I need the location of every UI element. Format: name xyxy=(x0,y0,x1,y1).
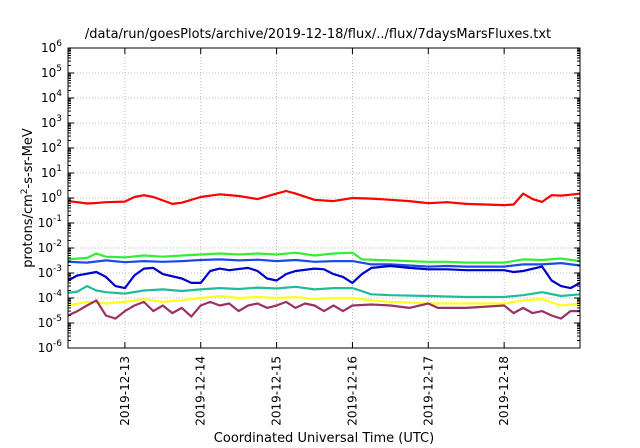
y-axis-label: protons/cm2-s-sr-MeV xyxy=(20,128,36,268)
y-tick-label: 102 xyxy=(41,139,62,155)
x-tick-label: 2019-12-18 xyxy=(497,356,511,426)
x-tick-label: 2019-12-13 xyxy=(118,356,132,426)
series-line-1 xyxy=(67,189,581,207)
y-tick-label: 10-2 xyxy=(38,239,62,255)
x-axis-label: Coordinated Universal Time (UTC) xyxy=(214,431,434,446)
x-tick-label: 2019-12-17 xyxy=(421,356,435,426)
chart-title: /data/run/goesPlots/archive/2019-12-18/f… xyxy=(85,27,551,42)
y-tick-label: 101 xyxy=(41,164,62,180)
x-tick-label: 2019-12-15 xyxy=(270,356,284,426)
series-line-2 xyxy=(67,251,581,264)
y-tick-label: 10-5 xyxy=(38,314,62,330)
y-tick-label: 105 xyxy=(41,64,62,80)
data-series xyxy=(67,189,581,320)
y-tick-label: 10-4 xyxy=(38,289,63,305)
series-line-4 xyxy=(67,264,581,290)
x-tick-label: 2019-12-14 xyxy=(194,356,208,426)
y-tick-label: 104 xyxy=(41,89,62,105)
y-tick-label: 100 xyxy=(41,189,62,205)
series-line-7 xyxy=(67,299,580,320)
y-tick-label: 10-6 xyxy=(38,339,63,355)
y-tick-label: 106 xyxy=(41,39,62,55)
y-tick-label: 103 xyxy=(41,114,62,130)
y-tick-label: 10-3 xyxy=(38,264,62,280)
axis-ticks: 10-6 10-5 10-4 10-3 10-2 10-1 100 101 102 103 104 1… xyxy=(38,39,580,426)
x-tick-label: 2019-12-16 xyxy=(345,356,359,426)
y-tick-label: 10-1 xyxy=(38,214,62,230)
series-line-6 xyxy=(67,294,581,307)
series-line-5 xyxy=(67,285,581,299)
series-line-3 xyxy=(67,258,581,268)
